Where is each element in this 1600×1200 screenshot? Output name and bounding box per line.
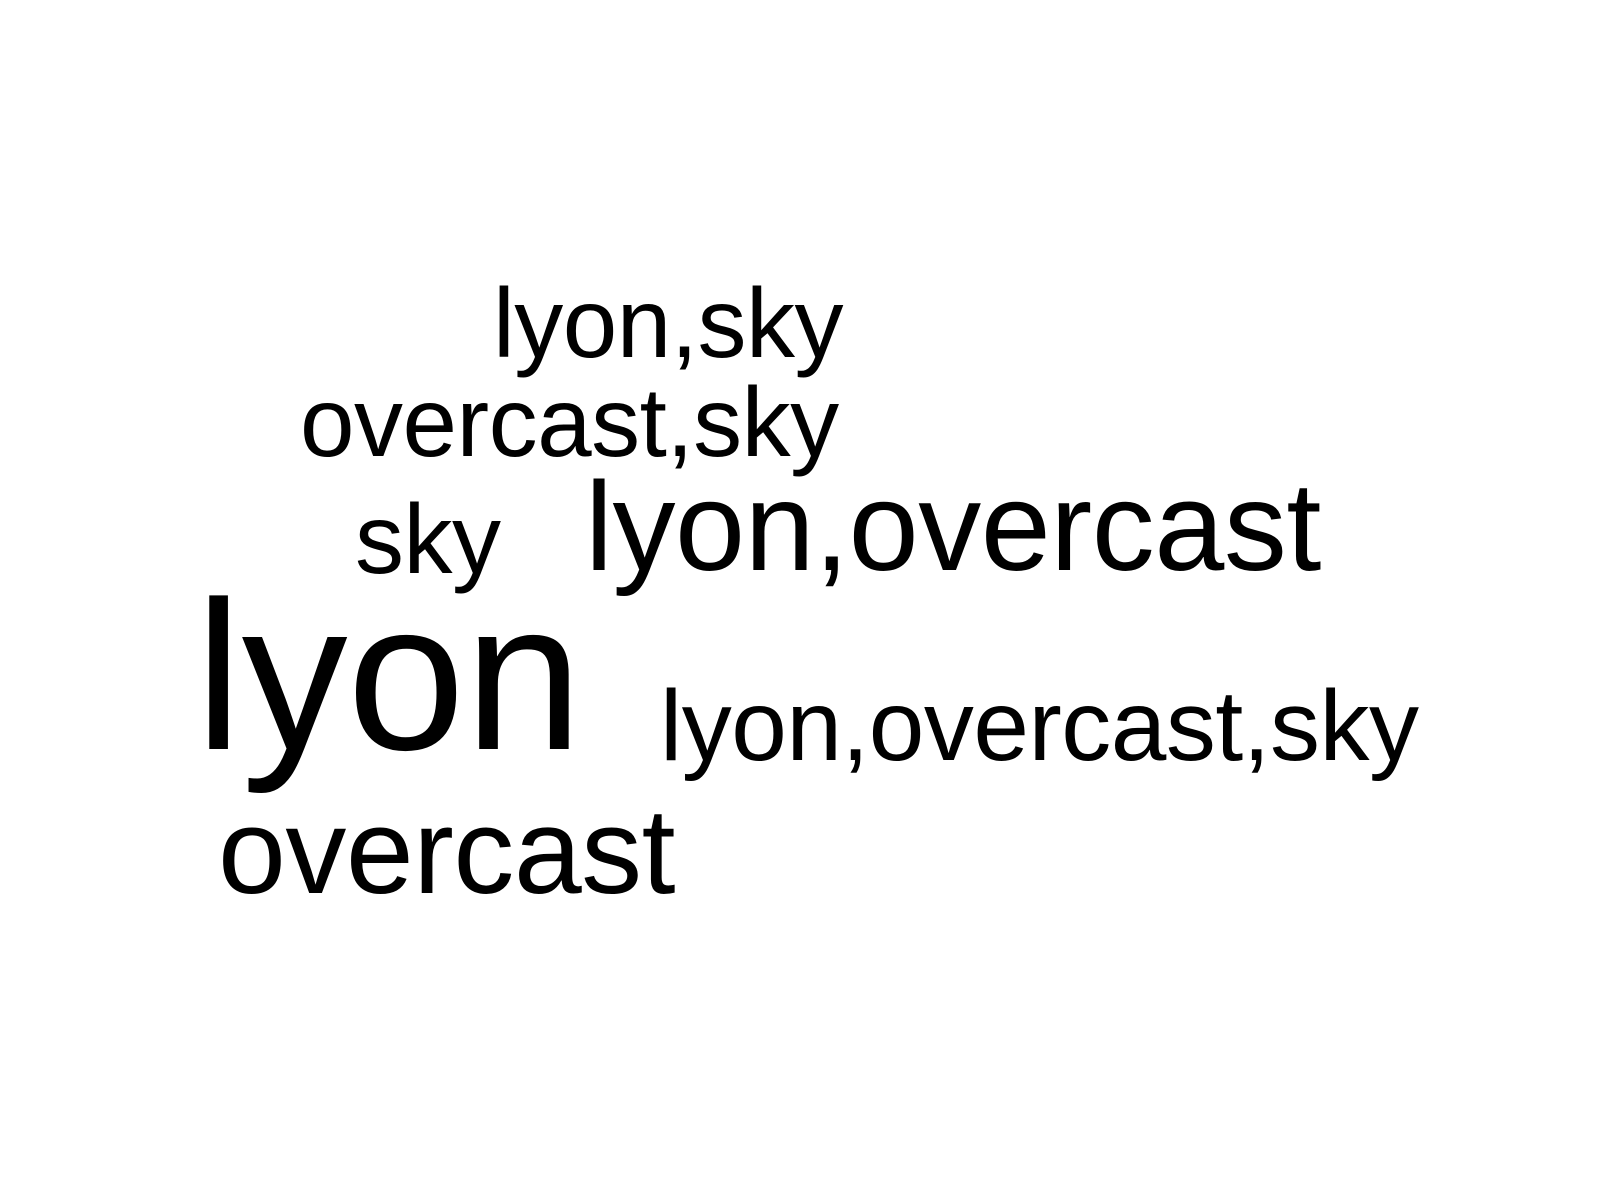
- word-lyon-overcast: lyon,overcast: [585, 456, 1321, 597]
- word-overcast-sky: overcast,sky: [300, 367, 839, 477]
- word-lyon-overcast-sky: lyon,overcast,sky: [660, 670, 1419, 782]
- word-sky: sky: [355, 484, 501, 594]
- word-lyon: lyon: [195, 557, 582, 794]
- word-overcast: overcast: [218, 783, 676, 919]
- word-lyon-sky: lyon,sky: [493, 268, 844, 378]
